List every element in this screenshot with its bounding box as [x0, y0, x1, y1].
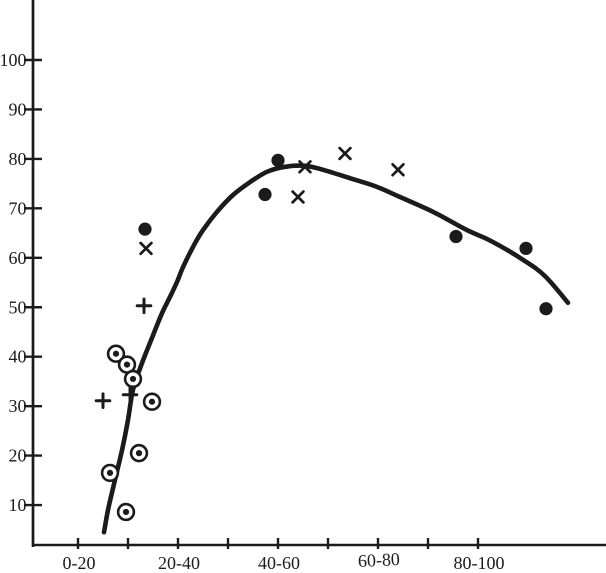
- marker-filled-circle: [271, 153, 285, 167]
- marker-filled-circle: [519, 241, 533, 256]
- fit-curve: [101, 163, 571, 535]
- x-axis-tick-label: 0-20: [63, 553, 96, 573]
- y-axis-tick-label: 40: [9, 347, 27, 367]
- y-axis-tick-label: 90: [9, 99, 27, 119]
- x-axis-tick-label: 60-80: [357, 549, 400, 571]
- marker-filled-circle: [449, 229, 463, 244]
- marker-cross: [298, 160, 312, 174]
- marker-circled-dot-center: [106, 469, 114, 477]
- x-axis-tick-label: 20-40: [158, 553, 200, 573]
- y-axis-tick-label: 100: [0, 50, 27, 70]
- x-axis-tick-label: 40-60: [258, 553, 300, 573]
- y-axis-tick-label: 10: [9, 495, 27, 515]
- marker-cross: [291, 190, 305, 204]
- marker-cross: [391, 163, 405, 177]
- marker-circled-dot-center: [112, 350, 120, 357]
- marker-circled-dot-center: [129, 375, 137, 383]
- marker-circled-dot-center: [148, 398, 156, 405]
- marker-filled-circle: [138, 222, 152, 236]
- y-axis-tick-label: 60: [9, 248, 27, 268]
- marker-filled-circle: [539, 302, 553, 316]
- marker-cross: [139, 241, 153, 256]
- y-axis-tick-label: 30: [9, 396, 27, 416]
- x-axis-tick-label: 80-100: [454, 553, 505, 573]
- y-axis-tick-label: 20: [9, 446, 27, 466]
- y-axis-tick-label: 50: [9, 297, 27, 317]
- marker-circled-dot-center: [135, 450, 143, 457]
- y-axis-tick-label: 80: [9, 149, 27, 169]
- marker-filled-circle: [258, 187, 272, 202]
- marker-circled-dot-center: [122, 508, 130, 516]
- y-axis-tick-label: 70: [9, 198, 27, 218]
- marker-cross: [338, 146, 352, 161]
- marker-circled-dot-center: [123, 361, 131, 368]
